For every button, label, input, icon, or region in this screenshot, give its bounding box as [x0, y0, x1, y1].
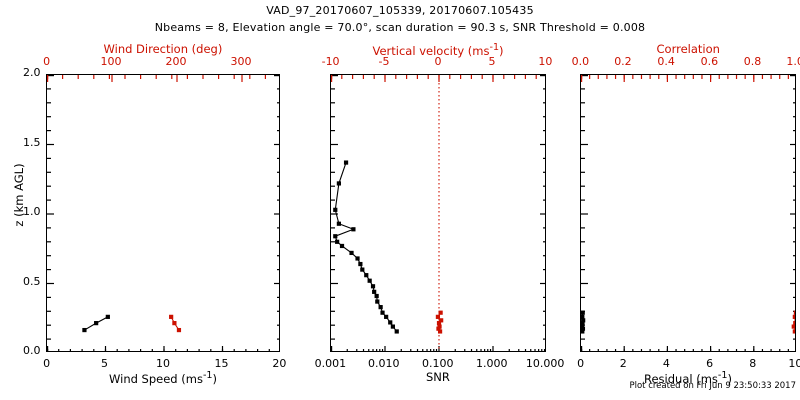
resid-bottom-tick-label-1: 2 [619, 357, 627, 370]
resid-bottom-tick-label-2: 4 [662, 357, 670, 370]
resid-series-residual [581, 310, 586, 334]
y-tick-label-1: 0.5 [23, 274, 41, 288]
wind-speed-axis-title: Wind Speed (ms-1) [109, 370, 217, 386]
wind-speed-axis-title-exp: -1 [202, 370, 213, 381]
snr-bottom-tick-label-2: 0.100 [422, 357, 454, 370]
resid-top-tick-label-2: 0.4 [657, 55, 675, 68]
resid-top-tick-label-3: 0.6 [700, 55, 719, 68]
snr-axis-title: SNR [426, 370, 450, 384]
snr-bottom-tick-label-0: 0.001 [314, 357, 347, 370]
snr-bottom-tick-label-1: 0.010 [368, 357, 400, 370]
wind-top-tick-label-1: 100 [100, 55, 122, 68]
wind-bottom-tick-label-3: 15 [214, 357, 229, 370]
wind-speed-axis-title-text: Wind Speed (ms [109, 371, 203, 386]
snr-series-vertical-velocity [435, 310, 444, 334]
resid-bottom-tick-label-5: 10 [788, 357, 800, 370]
wind-top-tick-label-2: 200 [165, 55, 187, 68]
wind-series-wind-speed [82, 314, 110, 333]
snr-bottom-tick-label-4: 10.000 [525, 357, 565, 370]
residual-axis-title-text: Residual (ms [644, 371, 718, 386]
y-tick-label-4: 2.0 [23, 66, 41, 79]
snr-top-tick-label-4: 10 [538, 55, 553, 68]
snr-top-tick-label-1: -5 [378, 55, 390, 68]
snr-top-tick-label-0: -10 [321, 55, 340, 68]
residual-axis-title-end: ) [727, 371, 732, 386]
snr-plot-canvas [331, 75, 545, 351]
resid-bottom-tick-label-0: 0 [577, 357, 585, 370]
snr-bottom-tick-label-3: 1.000 [476, 357, 508, 370]
wind-bottom-tick-label-4: 20 [272, 357, 287, 370]
vertical-velocity-axis-title: Vertical velocity (ms-1) [373, 42, 504, 58]
residual-axis-title-exp: -1 [717, 370, 728, 381]
wind-speed-axis-title-end: ) [212, 371, 218, 386]
vertical-velocity-axis-title-text: Vertical velocity (ms [372, 43, 490, 58]
resid-top-tick-label-0: 0.0 [571, 55, 590, 68]
y-tick-label-3: 1.5 [23, 135, 41, 149]
vertical-velocity-axis-title-end: ) [499, 43, 504, 58]
residual-axis-title: Residual (ms-1) [644, 370, 732, 386]
wind-top-tick-label-3: 300 [230, 55, 252, 68]
correlation-axis-title: Correlation [656, 42, 720, 56]
snr-top-tick-label-2: 0 [434, 55, 442, 68]
resid-series-correlation [791, 310, 795, 334]
plot-created-timestamp: Plot created on Fri Jun 9 23:50:33 2017 [629, 381, 796, 391]
plot-title: VAD_97_20170607_105339, 20170607.105435 [266, 4, 534, 17]
panel-wind-speed-direction [46, 74, 280, 352]
vertical-velocity-axis-title-exp: -1 [489, 42, 500, 53]
snr-series-snr [333, 160, 399, 334]
wind-plot-canvas [47, 75, 279, 351]
wind-direction-axis-title: Wind Direction (deg) [103, 42, 223, 56]
panel-residual-correlation [580, 74, 796, 352]
wind-bottom-tick-label-2: 10 [156, 357, 170, 370]
y-axis-label: z (km AGL) [12, 163, 26, 227]
residual-plot-canvas [581, 75, 795, 351]
wind-bottom-tick-label-0: 0 [43, 357, 51, 370]
y-tick-label-0: 0.0 [23, 344, 41, 357]
resid-bottom-tick-label-3: 6 [706, 357, 714, 370]
resid-top-tick-label-4: 0.8 [743, 55, 762, 68]
plot-subtitle: Nbeams = 8, Elevation angle = 70.0°, sca… [154, 21, 646, 34]
snr-top-tick-label-3: 5 [488, 55, 496, 68]
panel-snr-vertical-velocity [330, 74, 546, 352]
resid-bottom-tick-label-4: 8 [749, 357, 757, 370]
y-tick-label-2: 1.0 [23, 205, 41, 218]
wind-bottom-tick-label-1: 5 [101, 357, 108, 370]
wind-top-tick-label-0: 0 [43, 55, 51, 68]
wind-series-wind-direction [169, 314, 182, 333]
resid-top-tick-label-1: 0.2 [614, 55, 632, 68]
resid-top-tick-label-5: 1.0 [786, 55, 800, 68]
